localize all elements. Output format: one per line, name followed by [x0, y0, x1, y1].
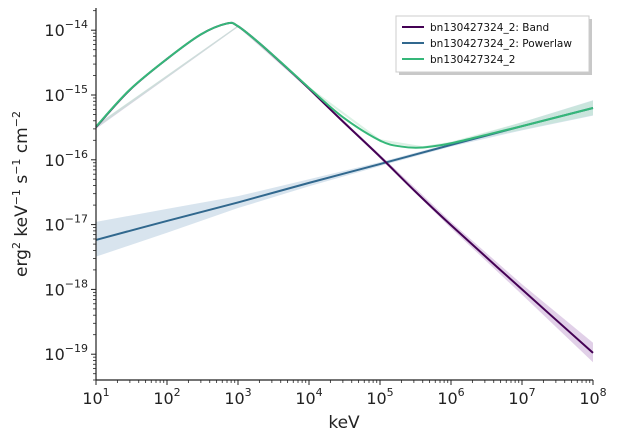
y-tick-label-2: 10−17	[44, 213, 88, 235]
x-axis-title: keV	[328, 413, 360, 433]
series-lines	[95, 21, 594, 354]
y-axis-title: erg2 keV−1 s−1 cm−2	[10, 111, 32, 277]
x-ticks: 101 102 103 104 105 106 107 108	[82, 380, 607, 408]
confidence-band-0	[96, 25, 593, 363]
y-tick-label-4: 10−15	[44, 83, 88, 105]
y-axis-title-s: s	[12, 175, 32, 184]
legend-label-2: bn130427324_2	[430, 54, 515, 66]
legend-items: bn130427324_2: Band bn130427324_2: Powerl…	[402, 22, 572, 66]
legend-label-1: bn130427324_2: Powerlaw	[430, 38, 572, 50]
y-ticks: 10−19 10−18 10−17 10−16 10−15 10−14	[44, 10, 96, 381]
y-axis-title-kev-exp: −1	[10, 189, 23, 205]
y-tick-label-5: 10−14	[44, 18, 88, 40]
legend: bn130427324_2: Band bn130427324_2: Powerl…	[395, 15, 592, 75]
y-axis-title-cm-exp: −2	[10, 111, 23, 127]
x-tick-label-7: 108	[579, 386, 606, 408]
y-axis-title-erg-exp: 2	[10, 242, 23, 249]
y-tick-label-1: 10−18	[44, 277, 88, 299]
x-tick-label-0: 101	[82, 386, 109, 408]
x-tick-label-4: 105	[366, 386, 393, 408]
series-line-2	[95, 21, 594, 149]
y-axis-title-s-exp: −1	[10, 159, 23, 175]
y-axis-title-erg: erg	[12, 249, 32, 277]
x-tick-label-1: 102	[153, 386, 180, 408]
x-tick-label-6: 107	[508, 386, 535, 408]
legend-box	[395, 15, 590, 73]
x-tick-label-3: 104	[295, 386, 322, 408]
y-axis-title-cm: cm	[12, 127, 32, 153]
y-tick-label-3: 10−16	[44, 148, 88, 170]
x-tick-label-2: 103	[224, 386, 251, 408]
x-tick-label-5: 106	[437, 386, 464, 408]
y-axis-title-kev: keV	[12, 205, 32, 237]
confidence-bands	[96, 25, 593, 363]
legend-label-0: bn130427324_2: Band	[430, 22, 549, 34]
y-tick-label-0: 10−19	[44, 342, 88, 364]
